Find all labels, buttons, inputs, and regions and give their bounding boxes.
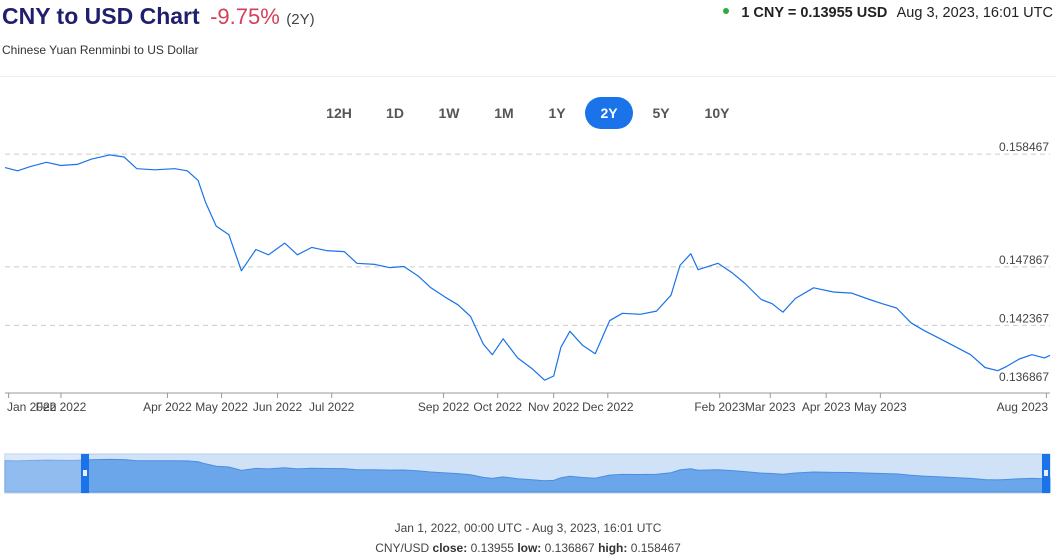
close-value: 0.13955 [470,541,514,555]
range-tab-1d[interactable]: 1D [386,105,404,121]
range-navigator[interactable] [4,453,1051,494]
range-tab-5y[interactable]: 5Y [652,105,670,121]
rate-timestamp: Aug 3, 2023, 16:01 UTC [896,5,1053,21]
x-tick-label: Jan 2022 [7,400,57,414]
navigator-area [4,458,1051,493]
y-tick-label: 0.158467 [999,140,1049,154]
x-tick-label: Apr 2022 [143,400,192,414]
chart-header: CNY to USD Chart -9.75% (2Y) [2,3,315,30]
x-tick-label: Feb 2022 [36,400,87,414]
x-tick-label: Oct 2022 [473,400,522,414]
range-tab-1y[interactable]: 1Y [548,105,566,121]
x-tick-label: Jun 2022 [253,400,303,414]
time-range-tabs: 12H 1D 1W 1M 1Y 2Y 5Y 10Y [0,97,1056,129]
page-subtitle: Chinese Yuan Renminbi to US Dollar [2,43,199,57]
navigator-right-handle[interactable] [1042,454,1050,493]
y-axis-tick-labels: 0.158467 0.147867 0.142367 0.136867 [999,140,1049,384]
range-tab-10y[interactable]: 10Y [704,105,730,121]
range-tab-2y[interactable]: 2Y [585,97,633,129]
x-tick-label: Apr 2023 [802,400,851,414]
x-tick-label: Sep 2022 [418,400,470,414]
low-label: low: [517,541,542,555]
range-tab-12h[interactable]: 12H [326,105,352,121]
range-tab-1w[interactable]: 1W [438,105,460,121]
range-tab-1m[interactable]: 1M [494,105,514,121]
change-percent: -9.75% [210,4,280,29]
x-tick-label: May 2023 [854,400,907,414]
high-label: high: [598,541,628,555]
price-chart[interactable]: 0.158467 0.147867 0.142367 0.136867 Jan 202… [0,140,1056,520]
y-tick-label: 0.136867 [999,370,1049,384]
cny-usd-line [4,154,1051,381]
x-tick-label: Aug 2023 [997,400,1049,414]
page-title: CNY to USD Chart [2,3,200,29]
y-tick-label: 0.142367 [999,311,1049,325]
low-value: 0.136867 [544,541,595,555]
high-value: 0.158467 [630,541,681,555]
x-tick-label: May 2022 [195,400,248,414]
x-tick-label: Jul 2022 [309,400,355,414]
change-period: (2Y) [286,11,315,28]
x-tick-label: Feb 2023 [694,400,745,414]
close-label: close: [432,541,468,555]
live-status-icon [723,8,730,15]
x-tick-label: Dec 2022 [582,400,634,414]
current-rate: 1 CNY = 0.13955 USD Aug 3, 2023, 16:01 U… [723,5,1053,21]
gridlines [5,153,1050,326]
series-line [4,154,1051,381]
navigator-left-handle[interactable] [81,454,89,493]
y-tick-label: 0.147867 [999,253,1049,267]
date-range-summary: Jan 1, 2022, 00:00 UTC - Aug 3, 2023, 16… [394,521,662,535]
navigator-left-mask [5,454,85,493]
pair-label: CNY/USD [375,541,430,555]
price-stats-summary: CNY/USD close: 0.13955 low: 0.136867 hig… [0,541,1056,555]
rate-quote: 1 CNY = 0.13955 USD [741,5,888,21]
x-tick-label: Nov 2022 [528,400,580,414]
header-divider [0,76,1056,77]
x-tick-label: Mar 2023 [745,400,796,414]
